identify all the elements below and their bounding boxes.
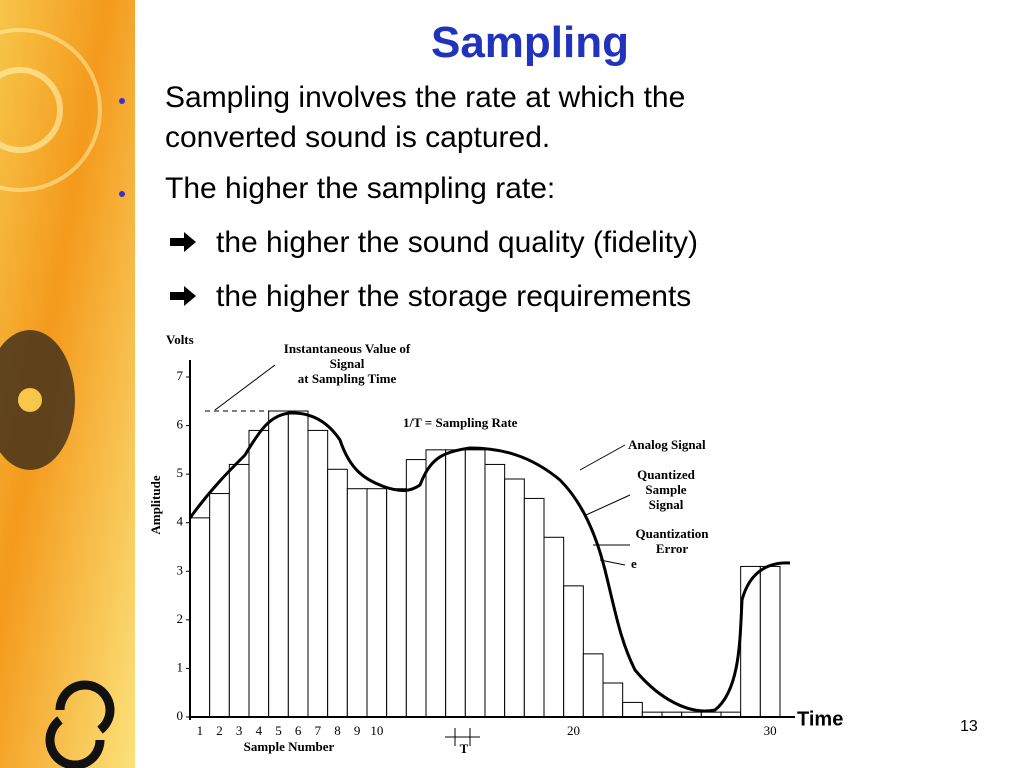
bar — [307, 429, 329, 718]
x-label: Sample Number — [244, 739, 335, 754]
x-tick-label: 8 — [334, 723, 341, 738]
bar — [464, 449, 486, 718]
bar — [287, 410, 309, 718]
y-tick-label: 5 — [177, 465, 184, 480]
bullet: The higher the sampling rate: — [165, 172, 556, 205]
annotation: e — [631, 556, 637, 571]
bar — [622, 701, 643, 718]
bar — [740, 565, 761, 718]
x-tick-label: 4 — [256, 723, 263, 738]
x-tick-label: 9 — [354, 723, 361, 738]
bar — [209, 493, 230, 718]
analog-curve — [188, 411, 791, 713]
annotation: 1/T = Sampling Rate — [403, 415, 518, 430]
annotation: Error — [656, 541, 688, 556]
bar — [445, 449, 466, 718]
y-tick-label: 4 — [177, 514, 184, 529]
bar — [189, 517, 211, 718]
annotation: Sample — [645, 482, 686, 497]
y-label: Amplitude — [148, 475, 163, 534]
x-tick-label: 30 — [764, 723, 777, 738]
bar — [248, 429, 270, 718]
bar — [523, 497, 545, 718]
period-label: T — [460, 741, 469, 756]
annotation: Analog Signal — [628, 437, 706, 452]
y-tick-label: 6 — [177, 417, 184, 432]
x-tick-label: 3 — [236, 723, 243, 738]
x-tick-label: 1 — [197, 723, 204, 738]
bar — [327, 468, 348, 718]
bar — [504, 478, 525, 718]
annotation: Quantized — [637, 467, 696, 482]
annotation: Signal — [649, 497, 684, 512]
bar — [602, 682, 624, 718]
y-tick-label: 3 — [177, 562, 184, 577]
bar — [268, 410, 289, 718]
annotation: Quantization — [636, 526, 710, 541]
page-number: 13 — [960, 718, 978, 735]
pointer — [214, 364, 631, 746]
bar — [582, 653, 604, 718]
title: Sampling — [430, 18, 630, 67]
y-unit: Volts — [166, 332, 194, 347]
x-tick-label: 5 — [275, 723, 282, 738]
bar — [425, 449, 447, 718]
time-label: Time — [797, 708, 843, 730]
x-tick-label: 10 — [370, 723, 383, 738]
sub-bullet: the higher the storage requirements — [216, 280, 692, 313]
bar — [563, 585, 584, 718]
bar — [346, 488, 368, 718]
bar — [366, 488, 388, 718]
bar — [228, 463, 250, 718]
y-tick-label: 2 — [177, 611, 184, 626]
y-tick-label: 7 — [177, 368, 184, 383]
annotation: at Sampling Time — [298, 371, 397, 386]
bar — [543, 536, 565, 718]
x-tick-label: 7 — [315, 723, 322, 738]
x-tick-label: 6 — [295, 723, 302, 738]
bar — [405, 459, 427, 718]
x-tick-label: 20 — [567, 723, 580, 738]
y-tick-label: 1 — [177, 659, 184, 674]
bar — [759, 565, 781, 718]
bar — [484, 463, 506, 718]
x-tick-label: 2 — [216, 723, 223, 738]
bullet: Sampling involves the rate at which the … — [165, 81, 686, 154]
annotation: Instantaneous Value of — [284, 341, 411, 356]
annotation: Signal — [330, 356, 365, 371]
sub-bullet: the higher the sound quality (fidelity) — [216, 226, 698, 259]
bar — [386, 488, 407, 718]
y-tick-label: 0 — [177, 708, 184, 723]
